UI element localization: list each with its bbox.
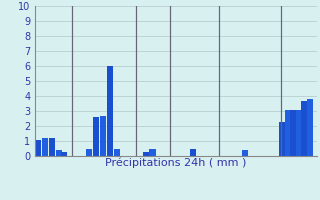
Bar <box>301 100 308 156</box>
Bar <box>114 148 120 156</box>
Bar <box>35 140 41 156</box>
Bar <box>49 138 55 156</box>
Bar <box>290 110 296 156</box>
X-axis label: Précipitations 24h ( mm ): Précipitations 24h ( mm ) <box>105 157 247 168</box>
Bar <box>242 150 248 156</box>
Bar <box>307 99 313 156</box>
Bar <box>285 110 291 156</box>
Bar <box>86 148 92 156</box>
Bar <box>56 150 62 156</box>
Bar <box>107 66 113 156</box>
Bar <box>279 121 285 156</box>
Bar <box>189 148 196 156</box>
Bar <box>61 152 67 156</box>
Bar <box>42 138 48 156</box>
Bar <box>296 110 302 156</box>
Bar <box>100 116 106 156</box>
Bar <box>143 152 149 156</box>
Bar <box>149 148 156 156</box>
Bar <box>93 117 99 156</box>
